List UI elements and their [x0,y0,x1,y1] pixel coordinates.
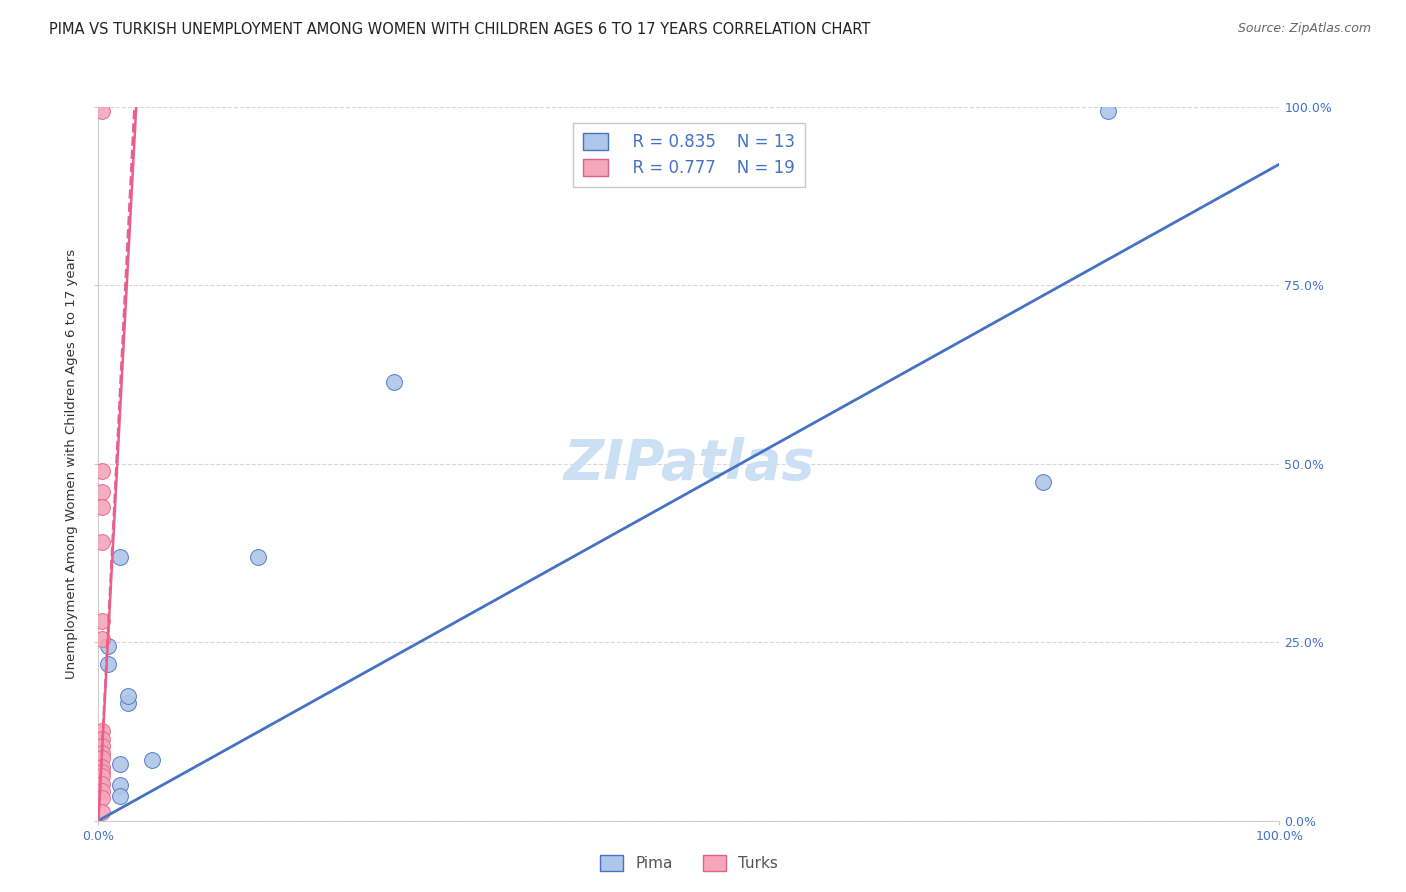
Point [91,731,114,746]
Point [91,746,114,760]
Y-axis label: Unemployment Among Women with Children Ages 6 to 17 years: Unemployment Among Women with Children A… [65,249,79,679]
Point [91,464,114,478]
Point [97,639,120,653]
Point [91,739,114,753]
Point [91,805,114,819]
Point [108,778,131,792]
Point [91,614,114,628]
Point [1097,103,1119,118]
Point [91,535,114,549]
Point [91,751,114,765]
Point [91,485,114,500]
Point [91,769,114,783]
Point [91,632,114,646]
Point [108,549,131,564]
Point [91,790,114,805]
Point [1032,475,1054,489]
Point [91,776,114,790]
Point [117,696,139,710]
Point [117,689,139,703]
Text: PIMA VS TURKISH UNEMPLOYMENT AMONG WOMEN WITH CHILDREN AGES 6 TO 17 YEARS CORREL: PIMA VS TURKISH UNEMPLOYMENT AMONG WOMEN… [49,22,870,37]
Point [382,375,405,389]
Point [246,549,269,564]
Point [97,657,120,671]
Point [108,756,131,771]
Point [91,103,114,118]
Point [108,789,131,803]
Legend: Pima, Turks: Pima, Turks [593,849,785,877]
Point [91,760,114,774]
Point [91,500,114,514]
Point [141,753,163,767]
Text: Source: ZipAtlas.com: Source: ZipAtlas.com [1237,22,1371,36]
Point [91,724,114,739]
Point [91,765,114,780]
Point [91,783,114,797]
Text: ZIPatlas: ZIPatlas [564,437,814,491]
